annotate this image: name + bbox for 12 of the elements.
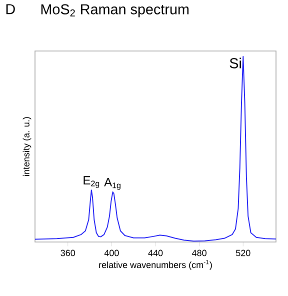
annotation: A$_{1g}$ — [104, 178, 120, 190]
x-tick-label: 440 — [148, 250, 163, 256]
annotation: E$_{2g}$ — [84, 176, 100, 188]
y-axis-title: intensity (a. u.) — [22, 117, 32, 176]
x-tick-label: 480 — [192, 250, 206, 256]
x-axis-title: relative wavenumbers (cm$^{-1}$) — [99, 260, 212, 270]
text: D — [6, 4, 15, 14]
x-tick-label: 360 — [60, 250, 76, 256]
x-tick-label: 400 — [104, 250, 119, 256]
annotation: Si — [230, 58, 241, 68]
chart-title: MoS$_{2}$ Raman spectrum — [41, 4, 189, 18]
x-tick-label: 520 — [236, 250, 250, 256]
